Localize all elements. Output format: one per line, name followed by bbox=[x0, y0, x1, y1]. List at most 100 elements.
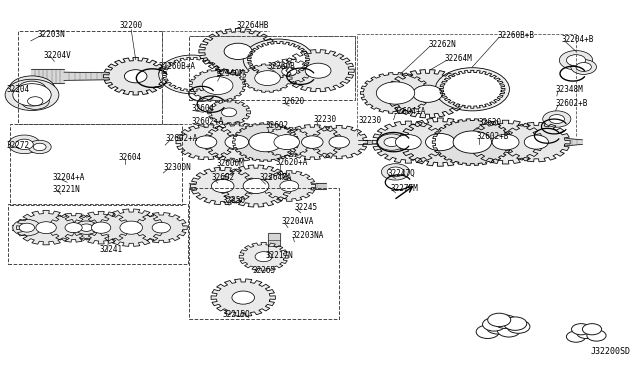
Circle shape bbox=[18, 81, 46, 97]
Polygon shape bbox=[268, 233, 280, 246]
Circle shape bbox=[396, 135, 421, 150]
Circle shape bbox=[504, 317, 527, 330]
Circle shape bbox=[488, 313, 511, 327]
Text: 32264HB: 32264HB bbox=[237, 21, 269, 30]
Text: 32602+B: 32602+B bbox=[477, 132, 509, 141]
Text: 32204VA: 32204VA bbox=[282, 217, 314, 226]
Circle shape bbox=[497, 324, 520, 337]
Polygon shape bbox=[399, 118, 482, 166]
Circle shape bbox=[453, 131, 492, 153]
Text: 32604: 32604 bbox=[192, 105, 215, 113]
Text: 32272: 32272 bbox=[6, 141, 29, 150]
Polygon shape bbox=[31, 69, 64, 83]
Circle shape bbox=[582, 324, 602, 335]
Text: 32602: 32602 bbox=[211, 173, 234, 182]
Polygon shape bbox=[239, 243, 288, 271]
Circle shape bbox=[413, 85, 442, 102]
Text: 32277M: 32277M bbox=[390, 184, 418, 193]
Polygon shape bbox=[282, 49, 354, 92]
Polygon shape bbox=[310, 125, 368, 159]
Text: 32215Q: 32215Q bbox=[223, 310, 251, 319]
Polygon shape bbox=[440, 70, 505, 108]
Polygon shape bbox=[104, 58, 168, 95]
Polygon shape bbox=[372, 121, 444, 163]
Text: 32600M: 32600M bbox=[216, 159, 244, 168]
Text: 32260B+A: 32260B+A bbox=[159, 62, 196, 71]
Text: 32203N: 32203N bbox=[37, 30, 65, 39]
Polygon shape bbox=[468, 120, 543, 164]
Text: 32602+A: 32602+A bbox=[165, 134, 198, 143]
Polygon shape bbox=[386, 70, 469, 118]
Text: 32245: 32245 bbox=[294, 203, 317, 212]
Circle shape bbox=[5, 79, 59, 110]
Polygon shape bbox=[268, 59, 310, 84]
Text: 32620: 32620 bbox=[282, 97, 305, 106]
Polygon shape bbox=[248, 42, 309, 77]
Circle shape bbox=[75, 221, 98, 234]
Text: 32620+A: 32620+A bbox=[275, 158, 308, 167]
Polygon shape bbox=[189, 183, 326, 189]
Circle shape bbox=[13, 219, 41, 236]
Circle shape bbox=[15, 139, 33, 150]
Circle shape bbox=[577, 327, 596, 339]
Circle shape bbox=[387, 167, 404, 177]
Circle shape bbox=[305, 63, 331, 78]
Bar bbox=[10, 124, 182, 205]
Text: 32602: 32602 bbox=[266, 121, 289, 130]
Text: 32348M: 32348M bbox=[556, 85, 583, 94]
Text: 32221N: 32221N bbox=[52, 185, 80, 194]
Polygon shape bbox=[170, 222, 186, 233]
Polygon shape bbox=[243, 64, 292, 92]
Circle shape bbox=[13, 84, 51, 106]
Bar bbox=[8, 204, 188, 264]
Bar bbox=[189, 188, 339, 319]
Polygon shape bbox=[189, 138, 357, 146]
Circle shape bbox=[566, 331, 586, 342]
Polygon shape bbox=[360, 73, 431, 113]
Text: 32602+A: 32602+A bbox=[192, 118, 225, 126]
Polygon shape bbox=[163, 57, 221, 92]
Circle shape bbox=[587, 330, 606, 341]
Circle shape bbox=[301, 136, 323, 148]
Text: 32264MA: 32264MA bbox=[259, 173, 292, 182]
Polygon shape bbox=[432, 119, 513, 166]
Circle shape bbox=[572, 324, 591, 335]
Text: 32200: 32200 bbox=[120, 21, 143, 30]
Text: 32260B: 32260B bbox=[268, 62, 295, 71]
Circle shape bbox=[486, 321, 509, 334]
Bar bbox=[189, 36, 355, 100]
Polygon shape bbox=[189, 69, 246, 102]
Polygon shape bbox=[136, 212, 187, 243]
Circle shape bbox=[549, 115, 564, 124]
Circle shape bbox=[28, 140, 51, 154]
Circle shape bbox=[28, 97, 43, 106]
Polygon shape bbox=[282, 125, 342, 160]
Circle shape bbox=[280, 180, 299, 192]
Circle shape bbox=[378, 134, 406, 150]
Text: 32230: 32230 bbox=[358, 116, 381, 125]
Circle shape bbox=[221, 108, 237, 117]
Circle shape bbox=[65, 223, 82, 232]
Polygon shape bbox=[263, 171, 316, 201]
Circle shape bbox=[9, 76, 55, 103]
Circle shape bbox=[80, 224, 93, 231]
Circle shape bbox=[152, 222, 170, 233]
Circle shape bbox=[384, 138, 399, 147]
Circle shape bbox=[207, 79, 228, 92]
Circle shape bbox=[211, 179, 234, 193]
Circle shape bbox=[492, 134, 519, 150]
Text: 32204V: 32204V bbox=[44, 51, 71, 60]
Text: 32340M: 32340M bbox=[216, 69, 244, 78]
Polygon shape bbox=[502, 122, 570, 162]
Polygon shape bbox=[99, 209, 163, 246]
Polygon shape bbox=[358, 140, 397, 144]
Circle shape bbox=[566, 55, 586, 66]
Text: 32262N: 32262N bbox=[429, 40, 456, 49]
Text: 32250: 32250 bbox=[223, 196, 246, 205]
Bar bbox=[18, 31, 162, 124]
Text: 32604: 32604 bbox=[118, 153, 141, 162]
Polygon shape bbox=[12, 225, 44, 230]
Polygon shape bbox=[199, 29, 277, 74]
Circle shape bbox=[476, 325, 499, 339]
Text: 32300N: 32300N bbox=[163, 163, 191, 172]
